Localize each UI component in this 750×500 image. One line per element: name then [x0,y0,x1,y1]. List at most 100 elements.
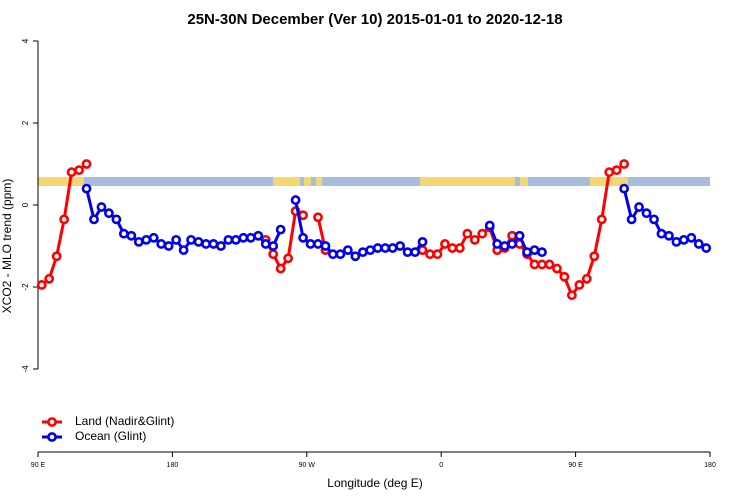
series-marker [469,234,480,245]
series-marker [693,239,704,249]
x-tick-label: 180 [704,462,716,469]
series-marker [514,230,525,241]
series-marker [559,271,570,282]
series-marker [664,230,674,241]
series-marker [74,165,84,176]
series-marker [410,247,420,258]
series-marker [245,232,256,243]
series-marker [208,239,219,249]
series-marker [275,224,286,235]
series-marker [201,239,211,249]
series-marker [507,239,518,249]
series-marker [290,195,301,205]
series-marker [335,249,346,260]
series-marker [36,280,47,290]
series-marker [163,241,174,251]
series-marker [402,247,413,258]
series-marker [589,251,600,262]
x-tick-label: 0 [439,462,443,469]
series-marker [462,228,473,239]
series-marker [537,259,547,270]
series-marker [619,183,630,194]
legend-marker [47,432,57,442]
series-marker [313,239,323,249]
series-marker [171,234,182,245]
series-marker [552,263,562,274]
legend-label: Land (Nadir&Glint) [75,414,174,428]
series-marker [186,234,196,245]
series-marker [566,290,577,301]
series-marker [66,167,77,178]
series-marker [320,241,331,251]
series-marker [238,232,249,243]
x-tick-label: 90 E [31,462,46,469]
series-marker [305,239,316,249]
legend-marker [47,417,57,427]
series-marker [260,239,271,249]
series-marker [544,259,555,270]
series-marker [268,249,279,260]
series-marker [59,214,70,225]
series-marker [387,243,398,253]
series-marker [454,243,465,253]
series-marker [611,165,622,176]
series-marker [581,273,592,284]
series-marker [626,214,637,225]
series-marker [118,228,129,239]
series-marker [126,230,137,241]
series-marker [656,228,667,239]
series-marker [283,253,294,264]
legend-label: Ocean (Glint) [75,429,146,443]
series-marker [268,241,279,251]
series-marker [380,243,391,253]
y-tick-label: -4 [21,365,30,373]
series-marker [417,236,428,247]
series-marker [372,243,383,253]
series-marker [641,208,652,219]
series-marker [507,230,518,241]
series-marker [156,239,167,249]
series-marker [111,214,122,225]
series-marker [432,249,443,260]
y-tick-label: 4 [21,38,30,43]
series-marker [484,220,495,231]
chart-title: 25N-30N December (Ver 10) 2015-01-01 to … [187,11,562,28]
x-tick-label: 180 [167,462,179,469]
series-marker [89,214,99,225]
series-marker [313,212,323,223]
series-marker [51,251,62,262]
series-marker [96,202,107,212]
series-marker [671,236,682,247]
series-marker [365,245,376,255]
series-marker [193,236,204,247]
series-marker [395,241,406,251]
series-marker [499,241,510,251]
series-marker [178,245,189,255]
x-tick-label: 90 E [568,462,583,469]
series-marker [253,230,264,241]
series-marker [649,214,659,225]
series-marker [133,236,144,247]
series-marker [440,239,450,249]
series-marker [328,249,338,260]
series-marker [81,159,92,169]
series-marker [216,241,226,251]
series-marker [357,247,368,258]
series-marker [522,247,532,258]
series-marker [686,232,697,243]
x-axis-label: Longitude (deg E) [327,476,422,490]
series-marker [619,159,630,169]
x-tick-label: 90 W [299,462,316,469]
y-axis-label: XCO2 - MLO trend (ppm) [0,179,14,314]
y-tick-label: 2 [21,120,30,125]
series-marker [537,247,547,258]
series-marker [634,202,644,212]
y-tick-label: 0 [21,202,30,207]
series-marker [275,263,286,274]
series-marker [678,234,689,245]
series-marker [148,232,159,243]
series-marker [596,214,607,225]
series-marker [425,249,435,260]
series-marker [574,280,585,290]
